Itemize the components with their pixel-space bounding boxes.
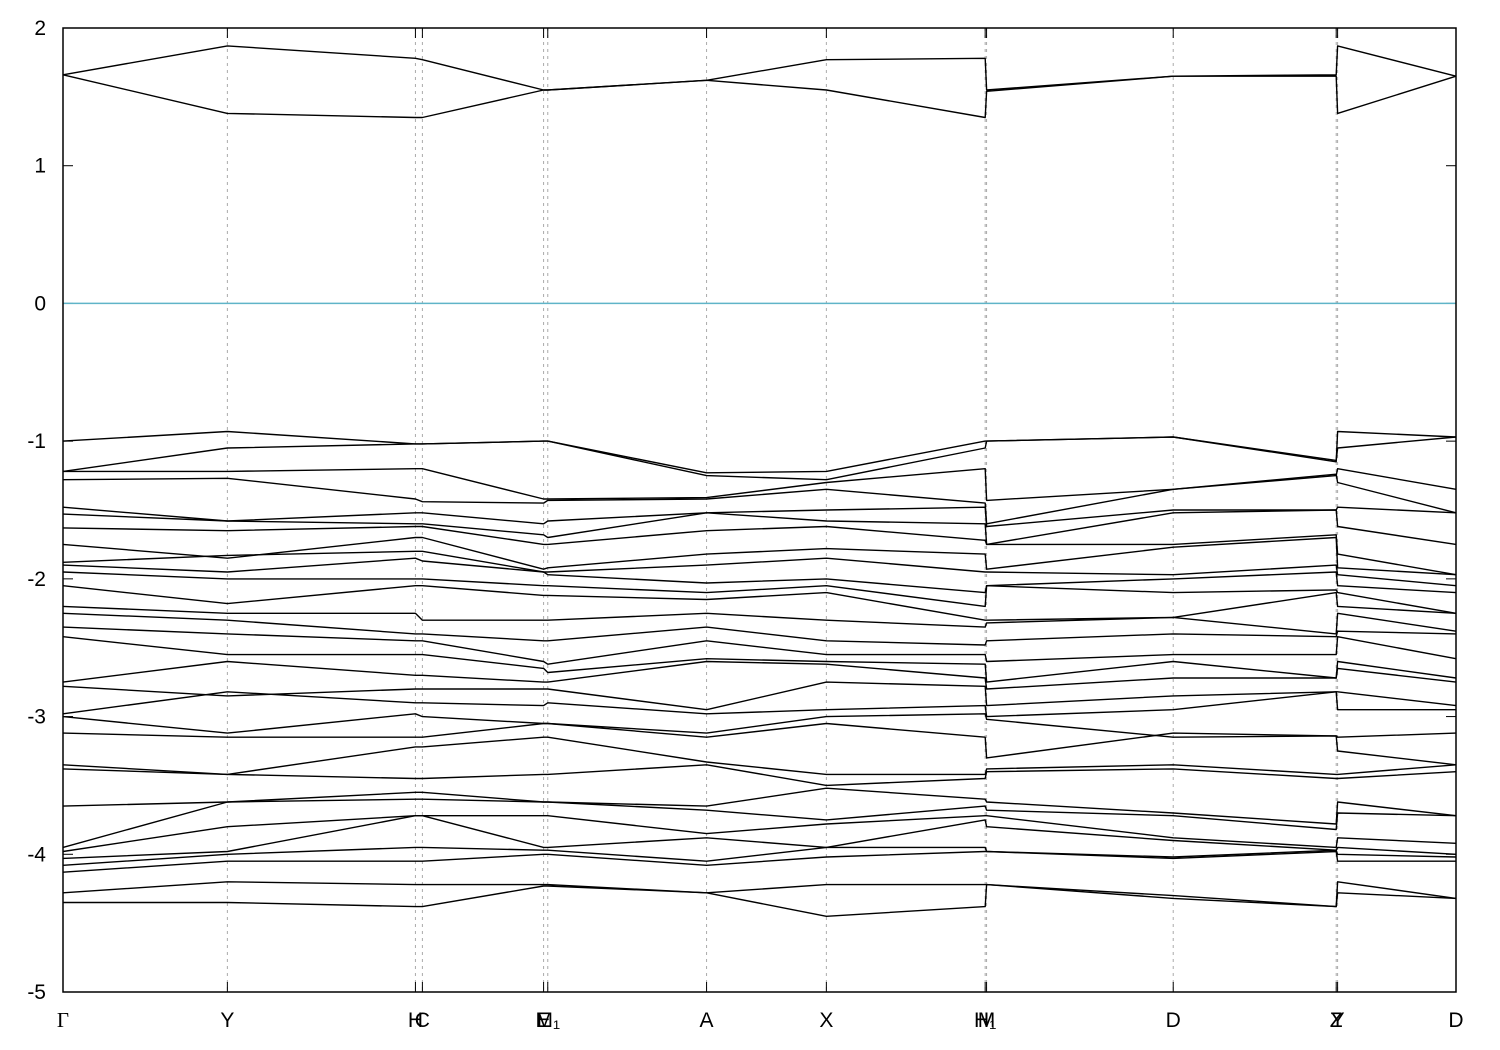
y-tick-label: 0 xyxy=(34,292,46,315)
band xyxy=(62,736,1457,776)
band xyxy=(62,509,1457,546)
x-tick-label: M xyxy=(978,1009,996,1032)
band xyxy=(62,45,1457,91)
band xyxy=(63,883,1457,917)
band xyxy=(62,764,1457,787)
band xyxy=(63,468,1457,502)
x-tick-label: Γ xyxy=(57,1008,69,1032)
band xyxy=(62,787,1457,825)
y-tick-label: -3 xyxy=(27,706,46,729)
band xyxy=(62,550,1457,587)
band xyxy=(62,660,1457,690)
y-tick-label: -1 xyxy=(27,430,46,453)
x-tick-label: C xyxy=(415,1009,430,1032)
band xyxy=(62,815,1457,860)
band xyxy=(62,722,1457,766)
x-tick-label: H₁ xyxy=(974,1009,996,1032)
band xyxy=(62,691,1456,718)
band xyxy=(62,605,1457,635)
x-tick-label: H xyxy=(408,1009,423,1032)
x-tick-label: A xyxy=(700,1009,714,1032)
y-tick-label: -5 xyxy=(27,981,46,1004)
band xyxy=(62,74,1457,119)
band xyxy=(62,791,1457,849)
band xyxy=(62,681,1457,711)
x-tick-label: M₁ xyxy=(535,1009,560,1032)
y-tick-label: 2 xyxy=(34,17,46,40)
band xyxy=(62,636,1457,683)
plot-frame xyxy=(62,27,1457,993)
band xyxy=(62,850,1456,873)
y-tick-label: -2 xyxy=(27,568,46,591)
x-tick-label: X xyxy=(819,1009,833,1032)
x-tick-label: Y xyxy=(220,1009,234,1032)
y-tick-label: 1 xyxy=(34,155,46,178)
x-tick-label: Y xyxy=(1331,1009,1345,1032)
band xyxy=(62,846,1457,866)
band xyxy=(62,626,1457,665)
band xyxy=(62,536,1457,576)
y-tick-label: -4 xyxy=(27,843,46,866)
band xyxy=(62,612,1457,646)
band xyxy=(62,473,1457,525)
band xyxy=(62,557,1457,594)
x-tick-label: D xyxy=(1448,1009,1463,1032)
x-tick-label: E xyxy=(537,1009,551,1032)
band xyxy=(62,571,1457,614)
x-tick-label: D xyxy=(1166,1009,1181,1032)
x-tick-label: Z xyxy=(1330,1009,1343,1032)
band xyxy=(62,430,1457,474)
band xyxy=(62,436,1457,481)
band xyxy=(62,585,1457,621)
band xyxy=(62,815,1457,853)
band xyxy=(62,525,1457,576)
